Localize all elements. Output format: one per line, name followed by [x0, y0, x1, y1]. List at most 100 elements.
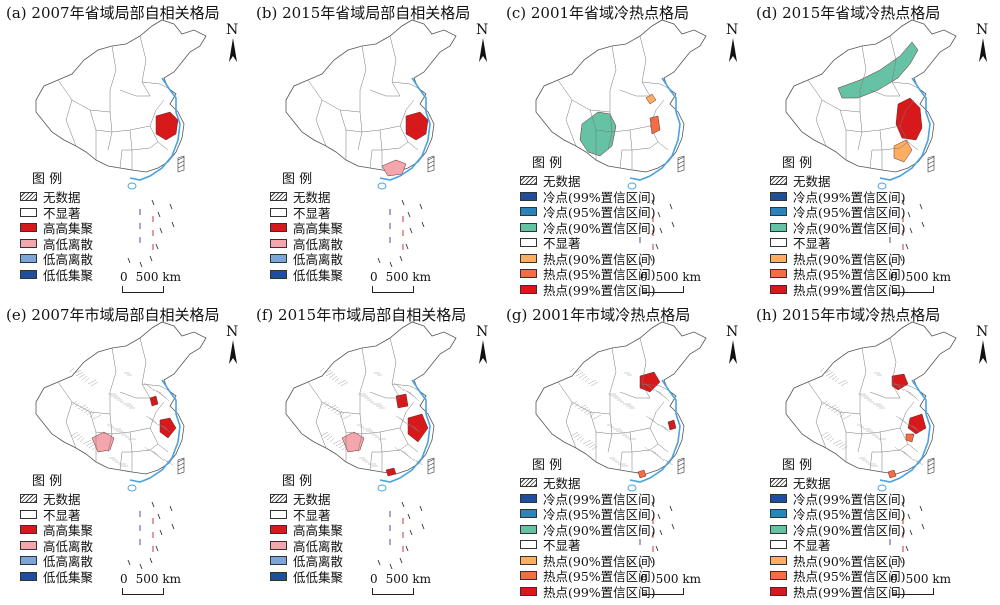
city-boundary: [826, 435, 833, 441]
island-dot: [639, 529, 641, 531]
city-boundary: [402, 388, 412, 394]
north-arrow-icon: N: [222, 22, 244, 66]
boundary-line: [639, 337, 651, 399]
nine-dash-line: [405, 243, 409, 250]
legend-label: 不显著: [43, 507, 81, 523]
city-boundary: [78, 373, 86, 379]
legend-item: 热点(95%置信区间): [520, 568, 656, 584]
city-boundary: [827, 404, 837, 410]
city-boundary: [652, 388, 662, 394]
island-dot: [402, 234, 404, 236]
beijing-region: [639, 371, 661, 393]
city-boundary: [165, 460, 174, 466]
nine-dash-line: [169, 203, 173, 210]
city-boundary: [645, 415, 654, 421]
nine-dash-line: [651, 501, 655, 508]
island-dot: [402, 548, 404, 550]
panel-title: (f) 2015年市域局部自相关格局: [256, 306, 467, 324]
island-dot: [889, 239, 891, 241]
city-boundary: [395, 415, 404, 421]
city-boundary: [85, 441, 94, 447]
nine-dash-line: [409, 227, 413, 234]
city-boundary: [837, 379, 847, 385]
legend-item: 不显著: [270, 507, 343, 523]
nine-dash-line: [407, 513, 411, 520]
island-dot: [139, 239, 141, 241]
boundary-line: [815, 99, 827, 147]
nine-dash-line: [627, 257, 631, 264]
hatch-lines: [927, 458, 935, 471]
city-boundary: [159, 456, 165, 462]
legend-item: 高高集聚: [20, 220, 93, 236]
panel-title: (d) 2015年省域冷热点格局: [756, 4, 941, 22]
scale-distance: 500 km: [135, 572, 182, 586]
boundary-line: [109, 347, 117, 414]
scale-zero: 0: [640, 572, 648, 586]
city-boundary: [144, 446, 150, 452]
legend-label: 无数据: [293, 492, 331, 508]
legend-item: 高高集聚: [270, 220, 343, 236]
city-boundary: [571, 400, 578, 406]
nine-dash-line: [151, 501, 155, 508]
island-dot: [639, 237, 641, 239]
boundary-line: [95, 129, 113, 133]
scale-distance: 500 km: [135, 270, 182, 284]
island-dot: [152, 522, 154, 524]
boundary-line: [649, 401, 665, 429]
china-map: [285, 19, 457, 268]
legend-label: 不显著: [793, 236, 831, 252]
legend-swatch: [270, 223, 287, 233]
city-boundary: [573, 433, 581, 439]
city-boundary: [89, 412, 95, 418]
scale-bar-line: [642, 286, 684, 293]
island-dot: [889, 241, 891, 243]
legend-item: 热点(99%置信区间): [520, 584, 656, 600]
island-dot: [402, 248, 404, 250]
island-dot: [389, 241, 391, 243]
island-dot: [389, 541, 391, 543]
legend-swatch: [770, 571, 787, 581]
nine-dash-line: [171, 221, 175, 228]
scale-bar-line: [892, 286, 934, 293]
legend-label: 冷点(99%置信区间): [543, 491, 656, 507]
legend-swatch: [770, 269, 787, 279]
legend-label: 高低离散: [293, 538, 344, 554]
legend-label: 热点(99%置信区间): [543, 584, 656, 600]
city-boundary: [87, 379, 97, 385]
legend-label: 低低集聚: [43, 267, 94, 283]
island-dot: [139, 515, 141, 517]
city-boundary: [663, 427, 671, 433]
legend-item: 冷点(90%置信区间): [520, 220, 656, 236]
legend-item: 热点(95%置信区间): [770, 266, 906, 282]
north-label: N: [226, 324, 239, 340]
island-dot: [652, 536, 654, 538]
coastline: [129, 77, 181, 181]
city-boundary: [840, 381, 849, 387]
map-panel-d: (d) 2015年省域冷热点格局 N 图 例无数据 冷点(99%置信区间) 冷点(95%…: [750, 0, 1000, 302]
boundary-line: [899, 99, 915, 127]
taiwan-no-data: [927, 457, 935, 475]
island-dot: [152, 220, 154, 222]
city-boundary: [92, 414, 102, 420]
scale-bar: 0 500 km: [640, 270, 701, 293]
boundary-line: [557, 79, 611, 113]
legend-swatch: [270, 238, 287, 248]
boundary-line: [57, 79, 111, 113]
legend-item: 高低离散: [270, 236, 343, 252]
island-dot: [902, 248, 904, 250]
island-dot: [389, 513, 391, 515]
shandong-region: [645, 93, 657, 105]
scale-distance: 500 km: [655, 572, 702, 586]
legend-label: 低低集聚: [293, 569, 344, 585]
boundary-line: [859, 347, 867, 414]
legend-item: 热点(90%置信区间): [770, 553, 906, 569]
city-boundary: [823, 433, 831, 439]
coastline: [629, 379, 681, 483]
island-dot: [139, 541, 141, 543]
taiwan-no-data: [927, 155, 935, 173]
island-dot: [139, 209, 141, 211]
island-dot: [152, 546, 154, 548]
north-arrow-icon: N: [722, 22, 744, 66]
city-boundary: [74, 402, 80, 408]
legend-swatch: [20, 223, 37, 233]
